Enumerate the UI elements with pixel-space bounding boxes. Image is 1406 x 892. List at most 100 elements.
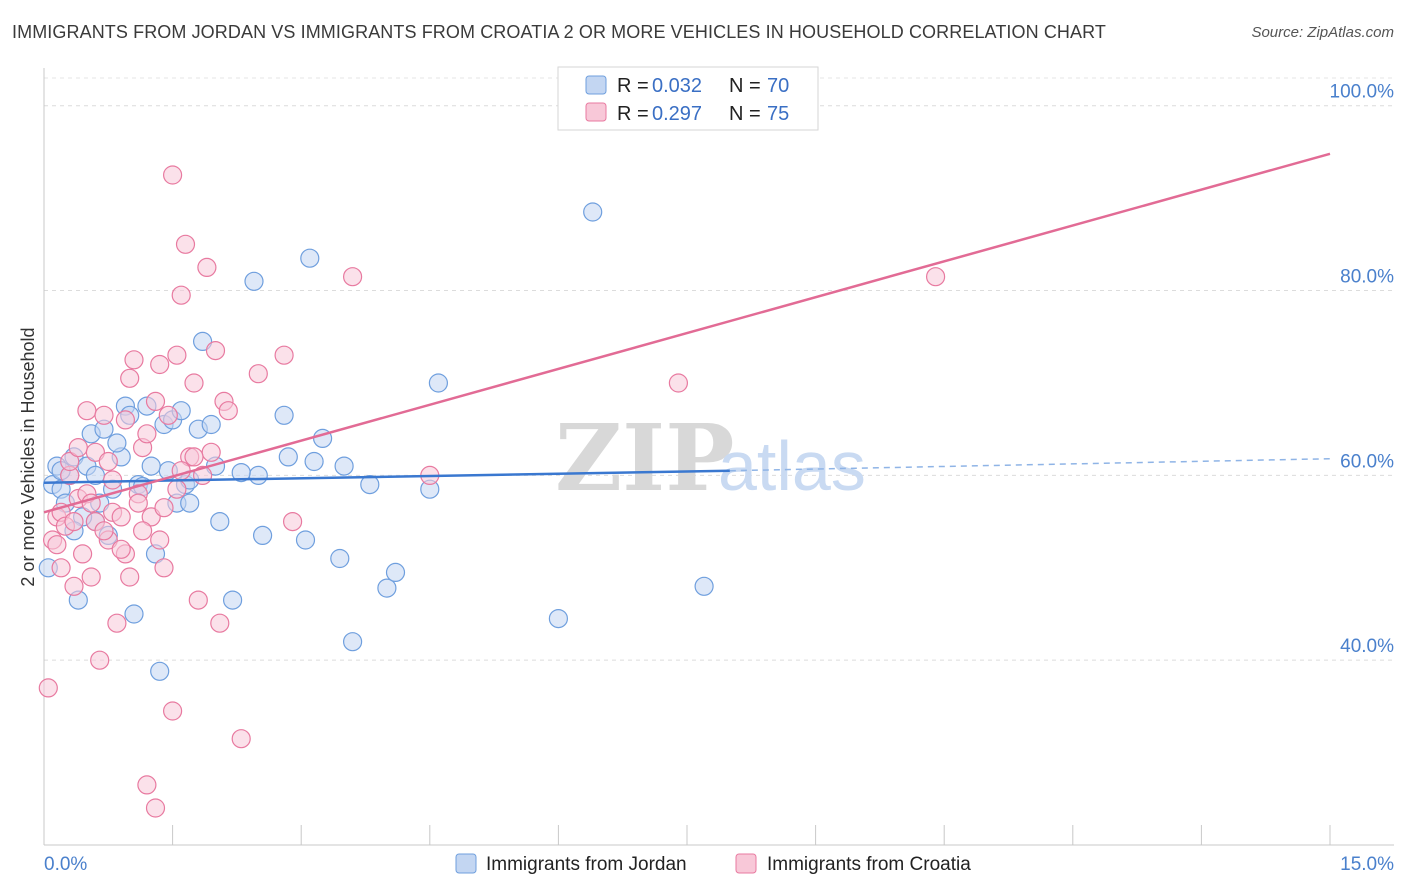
legend-n-label-jordan: N =	[729, 75, 761, 97]
legend-r-label-jordan: R =	[617, 75, 649, 97]
point-jordan-35	[244, 271, 264, 291]
point-croatia-16	[107, 613, 127, 633]
point-croatia-40	[210, 613, 230, 633]
point-jordan-64	[231, 463, 251, 483]
point-jordan-30	[193, 331, 213, 351]
point-croatia-20	[124, 350, 144, 370]
point-croatia-26	[150, 354, 170, 375]
point-croatia-13	[94, 405, 114, 425]
point-croatia-34	[184, 373, 204, 393]
point-croatia-8	[72, 544, 93, 564]
point-croatia-45	[274, 345, 294, 365]
point-jordan-49	[385, 562, 406, 583]
point-jordan-46	[343, 632, 363, 652]
trend-lines	[43, 152, 1331, 514]
point-croatia-70	[115, 410, 136, 430]
data-points	[38, 165, 946, 818]
watermark-atlas: atlas	[718, 427, 866, 505]
point-croatia-38	[201, 442, 221, 462]
point-croatia-0	[38, 678, 58, 698]
point-jordan-31	[201, 414, 221, 435]
point-croatia-19	[120, 368, 140, 388]
point-jordan-39	[278, 447, 298, 467]
bottom-legend: Immigrants from Jordan Immigrants from C…	[455, 853, 971, 875]
bottom-legend-swatch-croatia	[735, 853, 757, 874]
point-croatia-53	[60, 451, 80, 472]
point-jordan-42	[304, 451, 324, 472]
point-croatia-17	[111, 507, 131, 527]
point-croatia-50	[925, 267, 946, 287]
point-jordan-38	[274, 405, 294, 425]
point-jordan-44	[330, 548, 350, 569]
point-croatia-37	[197, 257, 217, 277]
point-jordan-41	[300, 248, 320, 268]
point-croatia-27	[154, 558, 174, 578]
x-ticks	[43, 825, 1331, 845]
point-croatia-28	[158, 405, 178, 425]
point-croatia-72	[150, 530, 170, 550]
point-croatia-12	[90, 650, 110, 670]
point-croatia-46	[283, 511, 303, 532]
point-jordan-51	[428, 373, 448, 393]
legend-swatch-croatia	[585, 102, 607, 122]
point-croatia-6	[64, 576, 84, 596]
point-jordan-54	[694, 576, 714, 596]
bottom-legend-swatch-jordan	[455, 853, 477, 874]
chart-title: IMMIGRANTS FROM JORDAN VS IMMIGRANTS FRO…	[12, 22, 1106, 42]
watermark: ZIP atlas	[555, 404, 866, 512]
point-croatia-29	[163, 165, 183, 185]
point-croatia-59	[68, 438, 88, 458]
point-jordan-48	[377, 578, 397, 598]
watermark-zip: ZIP	[555, 404, 734, 512]
point-croatia-73	[167, 479, 187, 499]
x-tick-label-max: 15.0%	[1340, 854, 1394, 875]
point-jordan-47	[360, 475, 380, 495]
point-jordan-53	[583, 202, 603, 222]
point-croatia-23	[137, 775, 157, 795]
point-jordan-52	[548, 608, 569, 629]
point-croatia-51	[145, 798, 166, 818]
point-jordan-37	[253, 525, 273, 546]
legend-n-croatia: 75	[767, 103, 789, 125]
bottom-legend-label-jordan: Immigrants from Jordan	[486, 854, 687, 875]
y-tick-label-80: 80.0%	[1340, 267, 1394, 288]
point-croatia-58	[51, 558, 71, 578]
point-croatia-35	[188, 590, 208, 610]
gridlines	[44, 77, 1394, 661]
legend-swatch-jordan	[585, 75, 607, 95]
y-tick-label-100: 100.0%	[1330, 82, 1395, 103]
point-jordan-17	[124, 604, 144, 624]
trend-line-jordan-extension	[729, 457, 1331, 472]
point-croatia-55	[94, 521, 114, 541]
point-croatia-42	[218, 401, 238, 421]
point-croatia-10	[81, 567, 101, 587]
point-croatia-62	[120, 567, 140, 587]
point-croatia-44	[248, 364, 268, 384]
axes	[43, 68, 1394, 846]
point-jordan-45	[334, 456, 354, 476]
point-croatia-56	[111, 539, 131, 559]
trend-line-croatia	[43, 152, 1331, 514]
point-croatia-63	[137, 424, 157, 444]
point-jordan-36	[248, 465, 268, 485]
x-tick-label-min: 0.0%	[44, 854, 87, 875]
legend-n-jordan: 70	[767, 75, 789, 97]
point-croatia-67	[64, 511, 84, 532]
legend: R = 0.032 N = 70 R = 0.297 N = 75	[557, 66, 819, 131]
point-croatia-32	[175, 234, 196, 254]
y-axis-title: 2 or more Vehicles in Household	[18, 327, 38, 586]
point-croatia-61	[102, 470, 123, 490]
point-croatia-66	[47, 535, 67, 555]
legend-r-croatia: 0.297	[652, 103, 702, 125]
point-croatia-60	[85, 442, 106, 462]
legend-r-label-croatia: R =	[617, 103, 649, 125]
point-jordan-61	[107, 433, 127, 453]
point-croatia-49	[668, 373, 689, 393]
chart-source: Source: ZipAtlas.com	[1251, 24, 1394, 41]
point-croatia-71	[133, 521, 153, 541]
point-croatia-39	[205, 341, 226, 361]
point-croatia-30	[167, 345, 187, 365]
point-jordan-28	[180, 493, 200, 513]
point-croatia-52	[163, 701, 183, 721]
